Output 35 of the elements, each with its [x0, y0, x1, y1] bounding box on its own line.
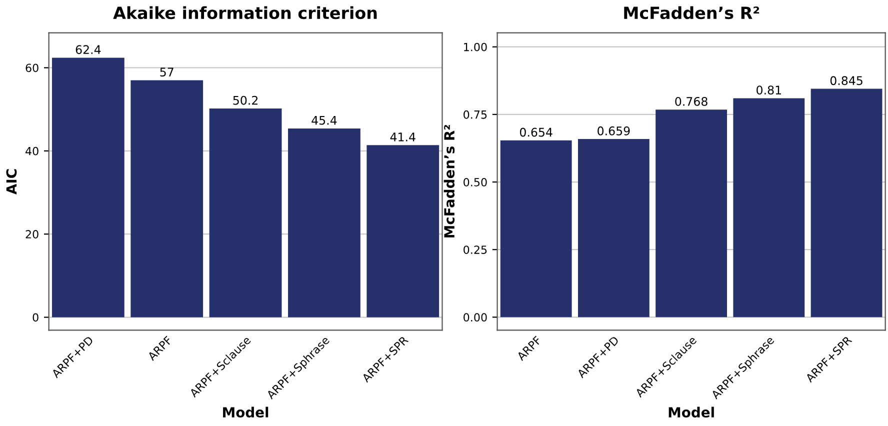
y-tick-label: 0.75 [464, 110, 487, 119]
y-tick-label: 40 [26, 146, 38, 156]
x-axis-title: Model [223, 406, 268, 418]
chart-title: McFadden’s R² [624, 6, 760, 20]
data-label: 50.2 [233, 96, 258, 105]
data-label: 57 [160, 68, 174, 77]
y-axis-title: McFadden’s R² [444, 125, 455, 238]
y-tick-label: 0 [32, 313, 38, 322]
y-tick-label: 1.00 [464, 42, 487, 52]
chart-title: Akaike information criterion [113, 6, 377, 20]
bar [733, 98, 805, 318]
data-label: 41.4 [390, 132, 416, 142]
data-label: 62.4 [76, 45, 101, 54]
data-label: 45.4 [312, 116, 337, 125]
bar [288, 128, 360, 318]
bar [810, 88, 882, 318]
y-tick-label: 0.50 [464, 178, 487, 186]
data-label: 0.768 [675, 96, 708, 106]
data-label: 0.654 [520, 128, 552, 137]
bar [578, 139, 650, 318]
y-tick-label: 0.25 [464, 246, 487, 254]
data-label: 0.845 [830, 76, 862, 86]
bar [366, 145, 440, 318]
data-label: 0.659 [598, 126, 630, 136]
bar [500, 140, 572, 318]
y-tick-label: 60 [26, 64, 38, 72]
y-axis-title: AIC [6, 169, 17, 194]
data-label: 0.81 [756, 86, 781, 95]
bar [656, 110, 728, 318]
y-tick-label: 0.00 [464, 313, 487, 322]
bar [52, 58, 124, 318]
y-tick-label: 20 [26, 230, 38, 238]
x-axis-title: Model [668, 406, 714, 418]
bar [130, 80, 204, 318]
bar [209, 108, 282, 318]
